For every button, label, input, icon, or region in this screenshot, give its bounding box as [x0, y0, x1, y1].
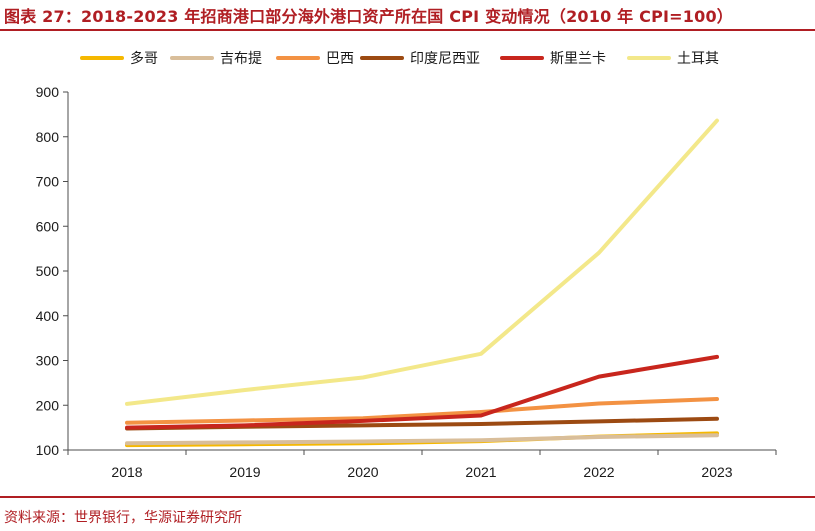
series-line-6 — [125, 118, 719, 406]
x-tick-label: 2023 — [701, 464, 732, 480]
x-tick-label: 2019 — [229, 464, 260, 480]
y-tick-label: 800 — [36, 129, 60, 145]
legend-label-6: 土耳其 — [677, 51, 719, 67]
series-group — [125, 118, 719, 448]
y-tick-label: 700 — [36, 174, 60, 190]
series-line-2 — [125, 433, 719, 446]
source-divider — [0, 496, 815, 498]
legend-label-1: 多哥 — [130, 50, 158, 67]
x-tick-label: 2020 — [347, 464, 378, 480]
y-tick-label: 300 — [36, 353, 60, 369]
x-tick-label: 2022 — [583, 464, 614, 480]
y-tick-label: 900 — [36, 84, 60, 100]
legend-label-2: 吉布提 — [220, 51, 262, 67]
y-tick-label: 100 — [36, 442, 60, 458]
line-chart: 多哥 吉布提 巴西 印度尼西亚 斯里兰卡 土耳其 100 200 300 400 500 600 70… — [36, 50, 777, 480]
series-line-3 — [125, 397, 719, 425]
x-tick-label: 2021 — [465, 464, 496, 480]
y-tick-label: 400 — [36, 308, 60, 324]
y-axis: 100 200 300 400 500 600 700 800 900 — [36, 84, 69, 458]
chart-title: 图表 27：2018-2023 年招商港口部分海外港口资产所在国 CPI 变动情… — [4, 7, 733, 26]
legend-label-3: 巴西 — [326, 51, 354, 67]
y-tick-label: 200 — [36, 397, 60, 413]
legend: 多哥 吉布提 巴西 印度尼西亚 斯里兰卡 土耳其 — [80, 50, 719, 67]
y-tick-label: 600 — [36, 218, 60, 234]
y-tick-label: 500 — [36, 263, 60, 279]
x-axis: 2018 2019 2020 2021 2022 2023 — [67, 449, 777, 480]
title-divider — [0, 29, 815, 31]
legend-label-4: 印度尼西亚 — [410, 51, 480, 67]
x-tick-label: 2018 — [111, 464, 142, 480]
source-note: 资料来源：世界银行，华源证券研究所 — [4, 510, 242, 526]
series-line-5 — [125, 354, 719, 430]
legend-label-5: 斯里兰卡 — [550, 51, 606, 67]
